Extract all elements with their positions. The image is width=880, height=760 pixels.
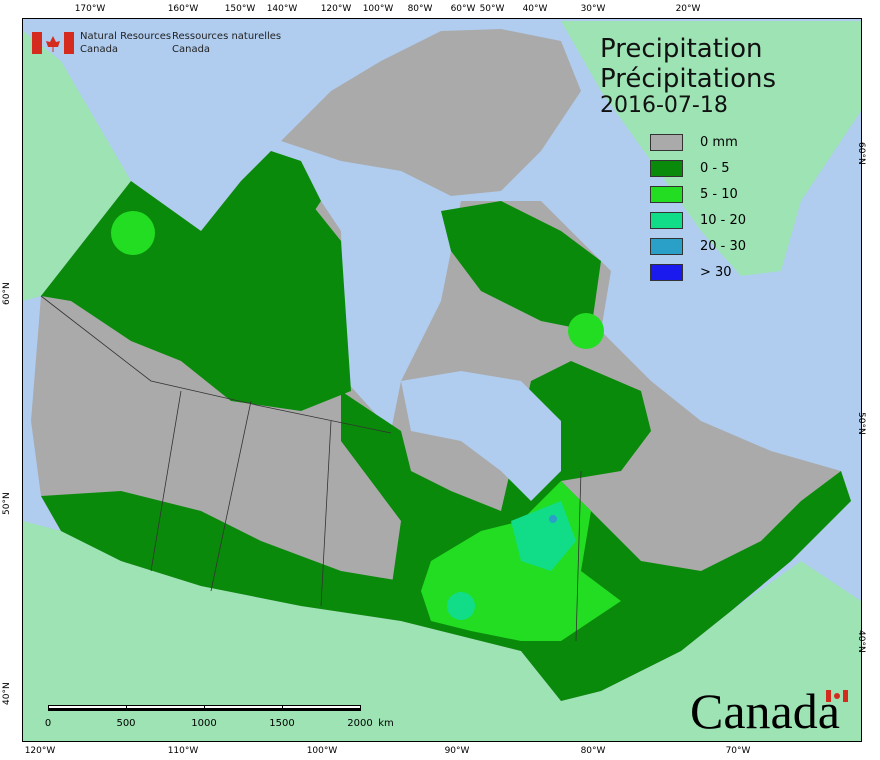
scale-segment xyxy=(126,705,205,711)
legend-label: 20 - 30 xyxy=(700,239,747,254)
graticule-label: 170°W xyxy=(74,4,106,14)
legend-swatch xyxy=(650,264,683,281)
provincial-boundary xyxy=(150,390,582,642)
precip-zone xyxy=(111,211,155,255)
map xyxy=(22,18,862,742)
graticule-label: 80°W xyxy=(580,746,606,756)
title-fr: Précipitations xyxy=(600,64,777,94)
legend-swatch xyxy=(650,186,683,203)
graticule-label: 50°N xyxy=(2,492,12,515)
graticule-label: 50°W xyxy=(479,4,505,14)
legend-label: 5 - 10 xyxy=(700,187,738,202)
wordmark-flag xyxy=(826,690,848,702)
graticule-label: 60°N xyxy=(2,282,12,305)
map-canvas xyxy=(23,19,861,741)
scale-tick-label: 1000 xyxy=(191,718,217,729)
agency-fr: Ressources naturelles xyxy=(172,31,282,42)
graticule-label: 160°W xyxy=(167,4,199,14)
agency-en: Canada xyxy=(80,44,119,55)
wordmark-text: Canada xyxy=(690,683,840,739)
graticule-label: 20°W xyxy=(675,4,701,14)
territorial-boundary xyxy=(40,295,392,434)
title: Precipitation Précipitations xyxy=(600,34,776,94)
graticule-label: 90°W xyxy=(444,746,470,756)
legend-swatch xyxy=(650,212,683,229)
precip-zone xyxy=(568,313,604,349)
graticule-label: 110°W xyxy=(167,746,199,756)
agency-fr: Canada xyxy=(172,44,211,55)
usa xyxy=(23,521,861,741)
legend-swatch xyxy=(650,134,683,151)
scale-tick-label: 0 xyxy=(44,718,52,729)
graticule-label: 40°N xyxy=(2,682,12,705)
legend-swatch xyxy=(650,238,683,255)
graticule-label: 100°W xyxy=(306,746,338,756)
legend-swatch xyxy=(650,160,683,177)
arctic-islands xyxy=(281,29,581,196)
scale-segment xyxy=(204,705,283,711)
graticule-label: 40°W xyxy=(522,4,548,14)
alaska xyxy=(23,31,131,301)
graticule-label: 140°W xyxy=(266,4,298,14)
graticule-label: 120°W xyxy=(320,4,352,14)
graticule-label: 30°W xyxy=(580,4,606,14)
graticule-label: 40°N xyxy=(856,630,866,653)
flag xyxy=(32,32,74,54)
graticule-label: 50°N xyxy=(856,412,866,435)
legend-label: > 30 xyxy=(700,265,732,280)
wordmark: Canada xyxy=(690,682,848,740)
scale-unit: km xyxy=(378,718,394,729)
baffin-island xyxy=(441,201,601,331)
date: 2016-07-18 xyxy=(600,93,728,118)
agency-en: Natural Resources xyxy=(80,31,172,42)
legend-label: 0 mm xyxy=(700,135,738,150)
greenland xyxy=(561,21,861,276)
graticule-label: 100°W xyxy=(362,4,394,14)
scale-tick-label: 500 xyxy=(116,718,136,729)
legend-label: 10 - 20 xyxy=(700,213,747,228)
graticule-label: 80°W xyxy=(407,4,433,14)
scale-segment xyxy=(282,705,361,711)
title-en: Precipitation xyxy=(600,34,763,64)
hudson-bay xyxy=(401,371,561,501)
legend-label: 0 - 5 xyxy=(700,161,730,176)
graticule-label: 120°W xyxy=(24,746,56,756)
graticule-label: 60°W xyxy=(450,4,476,14)
precip-zone xyxy=(511,501,576,571)
graticule-label: 60°N xyxy=(856,142,866,165)
precip-zone xyxy=(41,491,401,621)
graticule-label: 150°W xyxy=(224,4,256,14)
scale-tick-label: 2000 xyxy=(347,718,373,729)
precip-zone xyxy=(447,592,475,620)
precip-zone xyxy=(549,515,557,523)
scale-segment xyxy=(48,705,127,711)
graticule-label: 70°W xyxy=(725,746,751,756)
scale-tick-label: 1500 xyxy=(269,718,295,729)
